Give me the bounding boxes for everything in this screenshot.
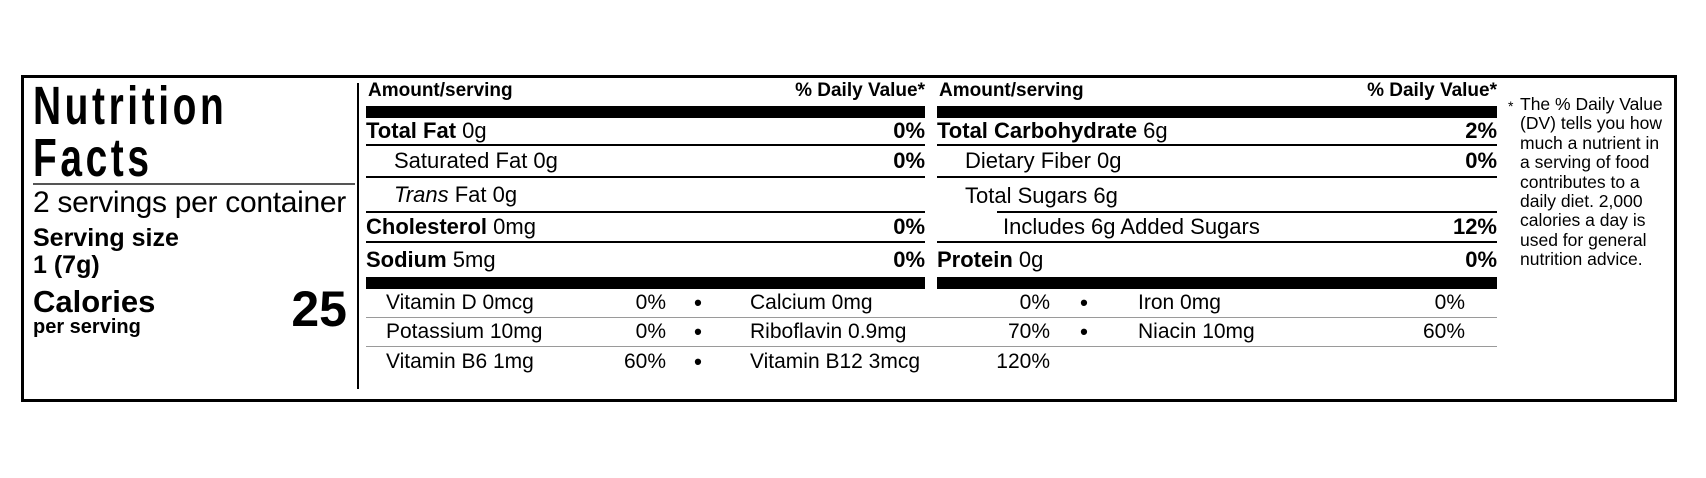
thick-bar	[366, 106, 925, 118]
row-saturated-fat: Saturated Fat 0g 0%	[366, 146, 925, 178]
nutrient-name: Total Sugars 6g	[937, 183, 1118, 209]
nutrient-name-bold: Cholesterol	[366, 214, 488, 239]
footnote-asterisk: *	[1508, 98, 1514, 114]
amount-per-serving-header: Amount/serving	[368, 80, 513, 101]
panel-divider-line	[357, 83, 359, 389]
nutrient-name: Total Fat 0g	[366, 118, 487, 144]
nutrient-column-a: Amount/serving % Daily Value* Total Fat …	[366, 78, 925, 399]
nutrient-name-bold: Total Carbohydrate	[937, 118, 1138, 143]
nutrient-name-bold: Sodium	[366, 247, 447, 272]
nutrient-amount: 6g	[1137, 118, 1168, 143]
daily-value-percent: 0%	[1465, 247, 1497, 272]
daily-value-percent: 12%	[1452, 214, 1497, 239]
nutrient-name-italic: Trans	[394, 181, 449, 207]
nutrient-name: Cholesterol 0mg	[366, 214, 536, 240]
row-dietary-fiber: Dietary Fiber 0g 0%	[937, 146, 1497, 178]
row-added-sugars: Includes 6g Added Sugars 12%	[937, 213, 1497, 243]
nutrient-name-bold: Total Fat	[366, 118, 457, 143]
daily-value-percent: 0%	[893, 247, 925, 272]
nutrient-name: Includes 6g Added Sugars	[937, 214, 1260, 240]
row-trans-fat: Trans Fat 0g	[366, 178, 925, 213]
daily-value-header: % Daily Value*	[795, 80, 925, 101]
nutrient-column-b: Amount/serving % Daily Value* Total Carb…	[937, 78, 1497, 399]
daily-value-percent: 0%	[1465, 148, 1497, 173]
vitamin-name: Calcium 0mg	[750, 291, 873, 314]
title-line-1: Nutrition	[33, 76, 228, 136]
row-cholesterol: Cholesterol 0mg 0%	[366, 213, 925, 243]
calories-sublabel: per serving	[33, 316, 141, 338]
thick-bar	[366, 277, 925, 289]
amount-per-serving-header: Amount/serving	[939, 80, 1084, 101]
daily-value-percent: 2%	[1465, 118, 1497, 143]
vitamin-name: Riboflavin 0.9mg	[750, 320, 907, 343]
nutrient-amount: Fat 0g	[448, 181, 518, 207]
nutrient-amount: 0g	[456, 118, 487, 143]
vitamin-name: Niacin 10mg	[1138, 320, 1255, 343]
column-a-header: Amount/serving % Daily Value*	[366, 78, 925, 106]
nutrient-amount: 0g	[1012, 247, 1044, 272]
label-title: Nutrition Facts	[33, 79, 227, 185]
nutrient-amount: Includes 6g Added Sugars	[1003, 214, 1260, 239]
daily-value-percent: 0%	[893, 214, 925, 239]
title-divider-rule	[33, 183, 355, 185]
nutrient-amount: Total Sugars 6g	[965, 182, 1118, 208]
thick-bar	[937, 277, 1497, 289]
title-line-2: Facts	[33, 128, 153, 188]
column-b-header: Amount/serving % Daily Value*	[937, 78, 1497, 106]
bullet-separator: •	[694, 290, 702, 315]
calories-value: 25	[291, 281, 347, 337]
indented-hairline	[997, 211, 1497, 213]
row-sodium: Sodium 5mg 0%	[366, 243, 925, 277]
vitamin-name: Vitamin D 0mcg	[386, 291, 534, 314]
vitamin-percent: 70%	[1007, 320, 1050, 343]
calories-label: Calories	[33, 284, 156, 319]
nutrient-name: Protein 0g	[937, 247, 1043, 273]
nutrition-facts-label: Nutrition Facts 2 servings per container…	[21, 75, 1677, 402]
bullet-separator: •	[694, 319, 702, 344]
vitamin-percent: 0%	[635, 320, 666, 343]
row-total-fat: Total Fat 0g 0%	[366, 118, 925, 146]
vitamin-percent: 0%	[1434, 291, 1465, 314]
footnote-text: The % Daily Value (DV) tells you how muc…	[1520, 94, 1663, 270]
nutrient-amount: Dietary Fiber 0g	[965, 148, 1122, 173]
nutrient-amount: Saturated Fat 0g	[394, 148, 558, 173]
daily-value-percent: 0%	[893, 148, 925, 173]
vitamin-percent: 60%	[623, 349, 666, 373]
vitamin-name: Potassium 10mg	[386, 320, 543, 343]
nutrient-name: Total Carbohydrate 6g	[937, 118, 1168, 144]
vitamins-section: Vitamin D 0mcg 0% • Calcium 0mg 0% • Iro…	[366, 289, 1497, 376]
nutrient-name-bold: Protein	[937, 247, 1013, 272]
nutrient-name: Trans Fat 0g	[366, 182, 517, 208]
vitamin-percent: 0%	[635, 291, 666, 314]
bullet-separator: •	[1080, 290, 1088, 315]
servings-per-container: 2 servings per container	[33, 186, 346, 219]
nutrient-amount: 5mg	[446, 247, 496, 272]
nutrient-name: Dietary Fiber 0g	[937, 148, 1122, 174]
bullet-separator: •	[1080, 319, 1088, 344]
vitamin-row: Vitamin B6 1mg 60% • Vitamin B12 3mcg 12…	[366, 347, 1497, 376]
left-panel: Nutrition Facts 2 servings per container…	[24, 78, 357, 399]
row-total-sugars: Total Sugars 6g	[937, 178, 1497, 213]
thick-bar	[937, 106, 1497, 118]
daily-value-header: % Daily Value*	[1367, 80, 1497, 101]
nutrient-name: Sodium 5mg	[366, 247, 496, 273]
nutrient-name: Saturated Fat 0g	[366, 148, 558, 174]
vitamin-name: Vitamin B12 3mcg	[750, 349, 921, 373]
serving-size-label: Serving size	[33, 224, 179, 252]
vitamin-name: Iron 0mg	[1138, 291, 1221, 314]
row-total-carbohydrate: Total Carbohydrate 6g 2%	[937, 118, 1497, 146]
vitamin-percent: 120%	[996, 349, 1050, 373]
nutrient-amount: 0mg	[487, 214, 536, 239]
vitamin-row: Vitamin D 0mcg 0% • Calcium 0mg 0% • Iro…	[366, 289, 1497, 318]
bullet-separator: •	[694, 348, 702, 374]
vitamin-percent: 60%	[1422, 320, 1465, 343]
vitamin-name: Vitamin B6 1mg	[386, 349, 534, 373]
vitamin-percent: 0%	[1019, 291, 1050, 314]
serving-size-value: 1 (7g)	[33, 251, 100, 279]
vitamin-row: Potassium 10mg 0% • Riboflavin 0.9mg 70%…	[366, 318, 1497, 347]
daily-value-footnote: * The % Daily Value (DV) tells you how m…	[1508, 94, 1680, 270]
daily-value-percent: 0%	[893, 118, 925, 143]
row-protein: Protein 0g 0%	[937, 243, 1497, 277]
